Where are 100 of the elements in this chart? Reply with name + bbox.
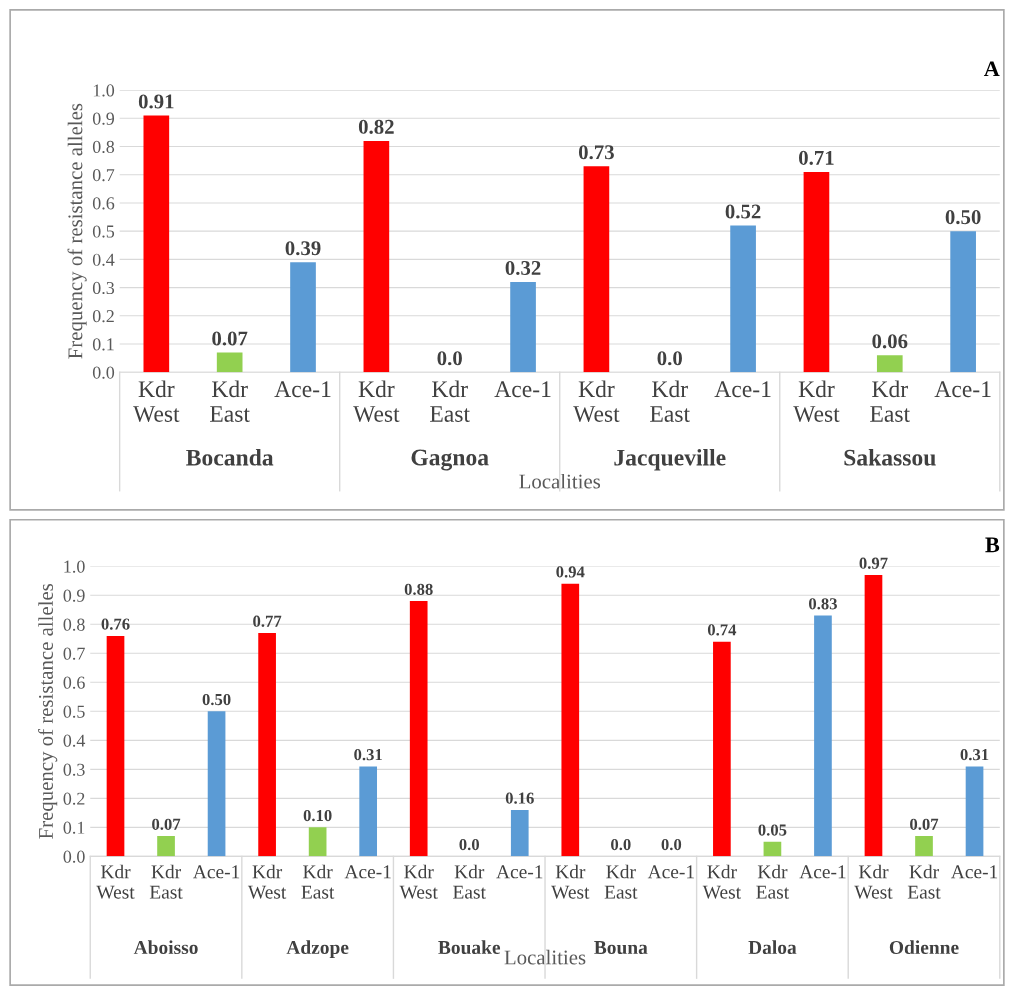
y-tick-label: 0.7 — [92, 168, 115, 182]
y-tick-label: 0.7 — [63, 647, 85, 660]
x-tick-label: Kdr West — [96, 864, 135, 899]
data-label: 0.97 — [859, 557, 888, 569]
text: Jacqueville — [614, 449, 726, 471]
data-label: 0.52 — [725, 204, 761, 219]
data-label: 0.50 — [202, 693, 231, 706]
x-tick-label: Kdr West — [247, 864, 287, 899]
x-tick-label: Kdr East — [870, 380, 910, 422]
data-label: 0.0 — [661, 838, 682, 851]
x-tick-label: Kdr West — [573, 380, 620, 422]
bar — [359, 766, 378, 857]
text: Gagnoa — [411, 449, 489, 471]
y-axis-title: Frequency of resistance alleles — [67, 103, 87, 359]
text: Bouake — [438, 940, 501, 955]
data-label: 0.39 — [285, 241, 321, 256]
data-label: 0.07 — [910, 818, 939, 830]
data-label: 0.71 — [799, 150, 834, 165]
x-tick-label: Ace-1 — [344, 865, 391, 879]
bar — [561, 583, 580, 857]
bar — [409, 601, 428, 857]
data-label: 0.32 — [505, 260, 541, 276]
data-label: 0.16 — [505, 792, 534, 804]
x-tick-label: Kdr West — [702, 864, 741, 899]
x-tick-label: Kdr West — [353, 380, 400, 422]
bar — [207, 711, 226, 857]
data-label: 0.0 — [437, 351, 462, 366]
bar — [583, 166, 610, 373]
x-tick-label: Kdr East — [756, 864, 790, 899]
bar — [730, 225, 756, 373]
data-label: 0.77 — [253, 615, 282, 627]
text: Sakassou — [844, 449, 936, 466]
x-tick-label: Kdr East — [149, 864, 183, 899]
x-tick-label: Kdr West — [399, 864, 438, 899]
y-tick-label: 0.5 — [92, 225, 115, 238]
y-tick-label: 1.0 — [64, 560, 85, 573]
text: Aboisso — [133, 940, 198, 955]
data-label: 0.73 — [578, 145, 614, 160]
data-label: 0.05 — [758, 824, 787, 836]
y-tick-label: 0.8 — [92, 140, 115, 154]
bar — [876, 355, 903, 373]
x-tick-label: Ace-1 — [799, 865, 846, 879]
bar — [763, 841, 782, 857]
y-tick-label: 1.0 — [93, 84, 115, 97]
bar — [803, 171, 830, 373]
bar — [915, 836, 933, 857]
data-label: 0.0 — [657, 351, 682, 366]
data-label: 0.06 — [872, 334, 908, 349]
data-label: 0.0 — [611, 838, 631, 851]
bar — [290, 262, 316, 373]
y-tick-label: 0.3 — [63, 763, 85, 776]
data-label: 0.31 — [960, 749, 989, 761]
data-label: 0.07 — [212, 331, 248, 346]
text: Bouna — [594, 941, 648, 955]
text: Bocanda — [186, 449, 274, 466]
data-label: 0.07 — [152, 818, 181, 830]
y-tick-label: 0.8 — [63, 618, 85, 631]
x-tick-label: Kdr West — [793, 380, 840, 422]
bar — [308, 827, 327, 857]
x-tick-label: Ace-1 — [496, 865, 543, 879]
data-label: 0.94 — [556, 566, 585, 578]
data-label: 0.88 — [404, 583, 433, 595]
x-tick-label: Ace-1 — [950, 865, 998, 879]
y-tick-label: 0.6 — [63, 676, 85, 689]
bar — [814, 615, 832, 857]
bar — [864, 574, 883, 857]
data-label: 0.83 — [809, 598, 837, 610]
x-axis-title: Localities — [519, 473, 601, 489]
x-tick-label: Kdr West — [551, 864, 590, 899]
bar — [143, 115, 170, 373]
y-tick-label: 0.0 — [92, 366, 115, 379]
y-axis-title: Frequency of resistance alleles — [38, 583, 58, 839]
x-tick-label: Kdr East — [907, 864, 941, 899]
y-tick-label: 0.2 — [63, 792, 85, 805]
x-tick-label: Kdr West — [854, 864, 893, 899]
bar — [106, 635, 125, 857]
y-tick-label: 0.6 — [92, 197, 115, 210]
x-tick-label: Kdr East — [430, 380, 470, 422]
y-tick-label: 0.1 — [63, 821, 85, 834]
y-tick-label: 0.4 — [63, 734, 86, 747]
bar — [157, 836, 175, 857]
data-label: 0.82 — [358, 119, 394, 134]
y-tick-label: 0.9 — [92, 112, 115, 125]
y-tick-label: 0.9 — [63, 589, 85, 602]
x-tick-label: Ace-1 — [714, 381, 771, 398]
x-tick-label: Ace-1 — [494, 381, 551, 398]
text: Odienne — [889, 940, 959, 955]
x-tick-label: Ace-1 — [274, 381, 331, 398]
data-label: 0.74 — [707, 624, 737, 636]
data-label: 0.76 — [101, 618, 130, 630]
y-tick-label: 0.2 — [92, 310, 114, 323]
x-tick-label: Kdr East — [650, 380, 690, 422]
bar — [950, 231, 976, 373]
bar — [510, 809, 529, 857]
bar — [258, 633, 276, 857]
bar — [510, 281, 536, 373]
chart-title: A — [983, 61, 1000, 77]
y-tick-label: 0.5 — [63, 705, 85, 718]
y-tick-label: 0.4 — [92, 253, 115, 266]
y-tick-label: 0.1 — [92, 338, 114, 351]
